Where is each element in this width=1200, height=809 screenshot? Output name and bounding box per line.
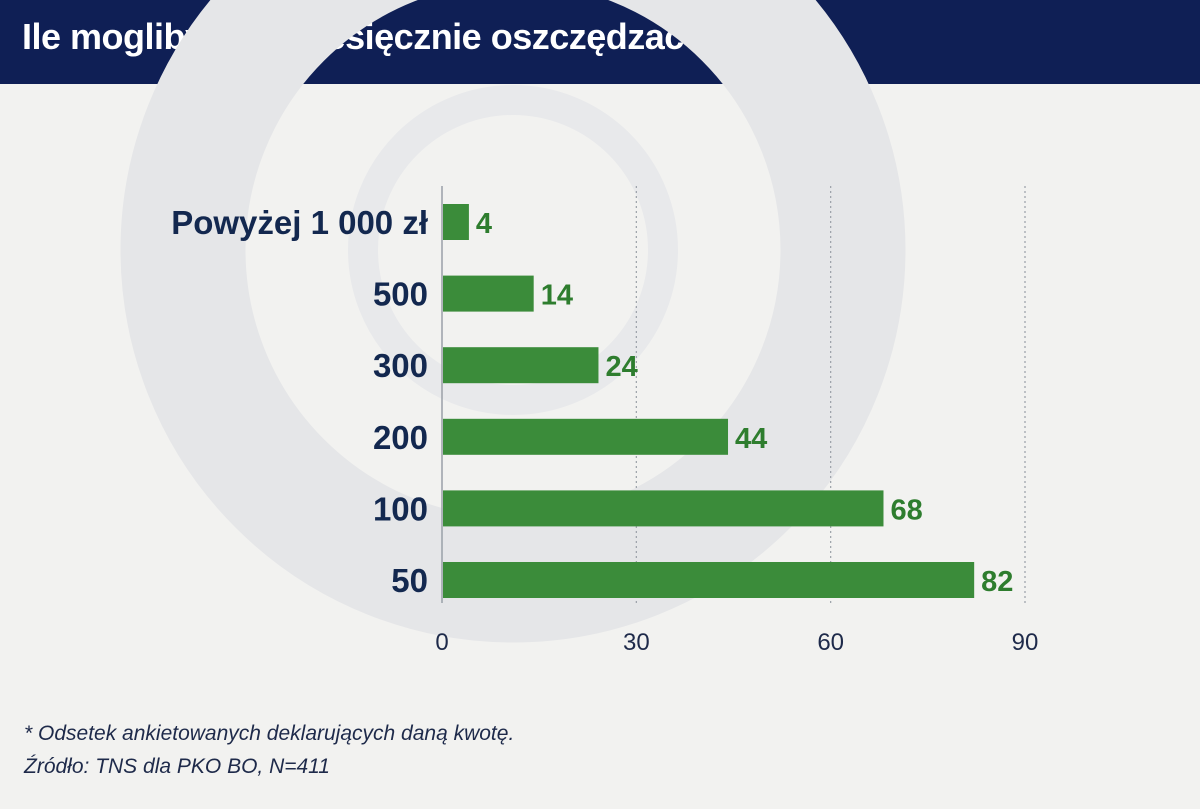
value-label: 14 (541, 280, 573, 312)
category-label: Powyżej 1 000 zł (171, 204, 428, 241)
footnote: * Odsetek ankietowanych deklarujących da… (24, 722, 515, 745)
bar (443, 418, 729, 455)
bar (443, 490, 884, 527)
watermark-inner-ring (348, 85, 678, 415)
x-tick-label: 0 (435, 629, 448, 656)
category-label: 50 (391, 562, 428, 599)
category-label: 500 (373, 276, 428, 313)
value-label: 4 (476, 208, 492, 240)
x-tick-label: 60 (817, 629, 844, 656)
source-note: Źródło: TNS dla PKO BO, N=411 (24, 755, 330, 778)
bar (443, 347, 599, 384)
category-label: 200 (373, 419, 428, 456)
bar (443, 562, 975, 598)
category-label: 100 (373, 490, 428, 527)
bar (443, 275, 534, 312)
x-tick-label: 90 (1012, 629, 1039, 656)
bar (443, 204, 469, 240)
value-label: 68 (890, 494, 922, 526)
value-label: 82 (981, 566, 1013, 598)
x-tick-label: 30 (623, 629, 650, 656)
value-label: 44 (735, 423, 767, 455)
value-label: 24 (605, 351, 637, 383)
category-label: 300 (373, 347, 428, 384)
